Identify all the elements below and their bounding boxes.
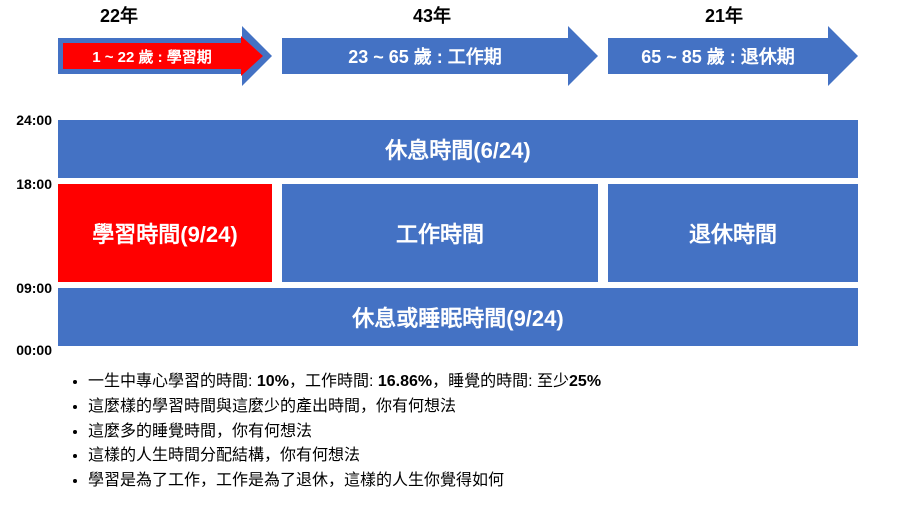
arrow-1-inner-body: 1 ~ 22 歲 : 學習期 xyxy=(63,43,241,69)
arrow-2: 23 ~ 65 歲 : 工作期 xyxy=(282,26,598,86)
block-study: 學習時間(9/24) xyxy=(58,184,272,282)
bullet-1-b3: 25% xyxy=(569,373,601,390)
bullet-1-b2: 16.86% xyxy=(378,373,432,390)
time-0000: 00:00 xyxy=(6,342,52,358)
bullet-1-m2: ，睡覺的時間: 至少 xyxy=(432,373,569,390)
bullet-1-a: 一生中專心學習的時間: xyxy=(88,373,257,390)
arrows-row: 1 ~ 22 歲 : 學習期 23 ~ 65 歲 : 工作期 65 ~ 85 歲… xyxy=(0,26,900,86)
arrow-1-inner-head xyxy=(241,36,263,76)
bullet-4: 這樣的人生時間分配結構，你有何想法 xyxy=(88,444,870,469)
arrow-1: 1 ~ 22 歲 : 學習期 xyxy=(58,26,272,86)
bullet-1-b1: 10% xyxy=(257,373,289,390)
year-label-2: 43年 xyxy=(413,2,451,28)
block-retire: 退休時間 xyxy=(608,184,858,282)
bullet-2: 這麼樣的學習時間與這麼少的產出時間，你有何想法 xyxy=(88,395,870,420)
block-rest: 休息時間(6/24) xyxy=(58,120,858,178)
bullet-1: 一生中專心學習的時間: 10%，工作時間: 16.86%，睡覺的時間: 至少25… xyxy=(88,370,870,395)
time-2400: 24:00 xyxy=(6,112,52,128)
arrow-3: 65 ~ 85 歲 : 退休期 xyxy=(608,26,858,86)
arrow-3-body: 65 ~ 85 歲 : 退休期 xyxy=(608,38,828,74)
bullet-3: 這麼多的睡覺時間，你有何想法 xyxy=(88,420,870,445)
bullet-5: 學習是為了工作，工作是為了退休，這樣的人生你覺得如何 xyxy=(88,469,870,494)
time-0900: 09:00 xyxy=(6,280,52,296)
time-1800: 18:00 xyxy=(6,176,52,192)
bullet-1-m1: ，工作時間: xyxy=(289,373,378,390)
year-label-1: 22年 xyxy=(100,2,138,28)
block-sleep: 休息或睡眠時間(9/24) xyxy=(58,288,858,346)
arrow-2-head xyxy=(568,26,598,86)
block-work: 工作時間 xyxy=(282,184,598,282)
arrow-3-head xyxy=(828,26,858,86)
year-label-3: 21年 xyxy=(705,2,743,28)
arrow-2-body: 23 ~ 65 歲 : 工作期 xyxy=(282,38,568,74)
bullet-list: 一生中專心學習的時間: 10%，工作時間: 16.86%，睡覺的時間: 至少25… xyxy=(70,370,870,494)
